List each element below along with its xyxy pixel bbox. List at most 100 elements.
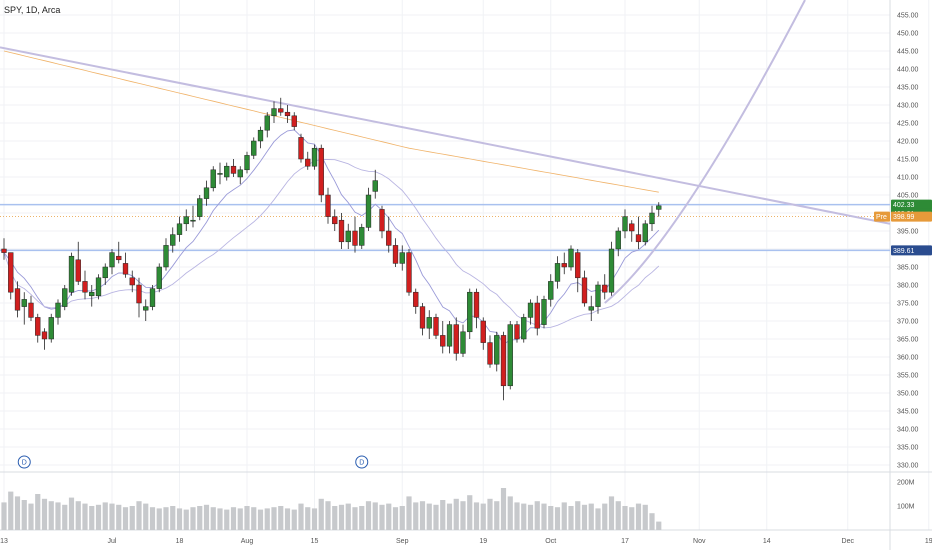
candle-body[interactable] [143, 306, 149, 311]
volume-bar[interactable] [359, 506, 365, 530]
volume-bar[interactable] [176, 508, 183, 530]
volume-bar[interactable] [102, 502, 108, 530]
volume-bar[interactable] [116, 504, 122, 530]
volume-bar[interactable] [298, 503, 304, 530]
volume-bar[interactable] [527, 504, 534, 530]
candle-body[interactable] [372, 180, 378, 192]
candle-body[interactable] [230, 165, 237, 174]
candle-body[interactable] [656, 205, 662, 210]
candle-body[interactable] [332, 216, 338, 225]
volume-bar[interactable] [14, 496, 21, 530]
dividend-marker-icon[interactable] [17, 455, 31, 469]
volume-bar[interactable] [271, 507, 277, 530]
downtrend-line[interactable] [0, 46, 891, 225]
candle-body[interactable] [48, 317, 54, 340]
candle-body[interactable] [554, 263, 561, 282]
candle-body[interactable] [413, 291, 419, 307]
candle-body[interactable] [116, 255, 122, 261]
volume-bar[interactable] [224, 509, 230, 530]
candle-body[interactable] [561, 263, 567, 268]
candle-body[interactable] [68, 255, 75, 293]
volume-bar[interactable] [581, 504, 588, 530]
volume-bar[interactable] [244, 506, 250, 530]
candle-body[interactable] [642, 223, 648, 243]
volume-bar[interactable] [372, 502, 378, 530]
candle-body[interactable] [352, 230, 358, 246]
candle-body[interactable] [365, 194, 372, 228]
volume-bar[interactable] [568, 506, 574, 530]
volume-bar[interactable] [257, 509, 264, 530]
candle-body[interactable] [467, 291, 473, 333]
candle-body[interactable] [460, 331, 466, 354]
candle-body[interactable] [224, 165, 230, 178]
volume-bar[interactable] [35, 494, 41, 530]
volume-bar[interactable] [1, 502, 7, 530]
volume-bar[interactable] [210, 507, 216, 530]
uptrend-curve[interactable] [604, 0, 806, 304]
candle-body[interactable] [588, 306, 594, 311]
volume-bar[interactable] [143, 503, 149, 530]
volume-bar[interactable] [318, 498, 324, 530]
volume-bar[interactable] [656, 521, 662, 530]
candle-body[interactable] [507, 324, 513, 387]
volume-bar[interactable] [419, 501, 426, 530]
volume-bar[interactable] [264, 508, 270, 530]
candle-body[interactable] [453, 324, 459, 354]
dividend-marker-icon[interactable] [355, 455, 369, 469]
volume-bar[interactable] [487, 498, 493, 530]
candle-body[interactable] [237, 169, 243, 178]
volume-bar[interactable] [534, 501, 540, 530]
candle-body[interactable] [581, 277, 588, 304]
candle-body[interactable] [136, 284, 142, 304]
volume-bar[interactable] [622, 506, 628, 530]
candle-body[interactable] [379, 209, 385, 232]
candle-body[interactable] [392, 245, 399, 264]
volume-bar[interactable] [642, 504, 648, 530]
candle-body[interactable] [514, 324, 520, 340]
volume-bar[interactable] [399, 506, 405, 530]
volume-bar[interactable] [190, 507, 196, 530]
candle-body[interactable] [433, 317, 439, 336]
volume-bar[interactable] [55, 502, 61, 530]
candle-body[interactable] [271, 108, 277, 117]
candle-body[interactable] [629, 223, 635, 232]
candle-body[interactable] [305, 158, 311, 167]
volume-bar[interactable] [183, 509, 189, 530]
candle-body[interactable] [426, 317, 432, 329]
candle-body[interactable] [21, 299, 27, 307]
candle-body[interactable] [446, 324, 453, 347]
volume-bar[interactable] [170, 506, 176, 530]
volume-bar[interactable] [365, 501, 372, 530]
candle-body[interactable] [35, 317, 41, 336]
candle-body[interactable] [345, 230, 351, 243]
volume-bar[interactable] [28, 503, 34, 530]
candle-body[interactable] [615, 230, 621, 250]
volume-bar[interactable] [109, 503, 115, 530]
volume-bar[interactable] [156, 508, 162, 530]
candle-body[interactable] [14, 288, 21, 311]
candle-body[interactable] [608, 248, 615, 293]
volume-bar[interactable] [480, 503, 486, 530]
candle-body[interactable] [473, 291, 480, 318]
volume-bar[interactable] [48, 501, 54, 530]
volume-bar[interactable] [392, 507, 399, 530]
volume-bar[interactable] [413, 502, 419, 530]
volume-bar[interactable] [82, 503, 88, 530]
volume-bar[interactable] [345, 503, 351, 530]
candle-body[interactable] [156, 266, 162, 289]
candle-body[interactable] [440, 335, 446, 347]
volume-bar[interactable] [507, 496, 513, 530]
candle-body[interactable] [278, 108, 284, 113]
candle-body[interactable] [190, 219, 196, 222]
volume-bar[interactable] [541, 503, 547, 530]
volume-bar[interactable] [136, 501, 142, 530]
volume-bar[interactable] [514, 502, 520, 530]
volume-bar[interactable] [649, 513, 655, 530]
volume-bar[interactable] [635, 503, 642, 530]
volume-bar[interactable] [284, 508, 291, 530]
candle-body[interactable] [386, 230, 392, 246]
candle-body[interactable] [1, 248, 7, 253]
candle-body[interactable] [575, 252, 581, 279]
candle-body[interactable] [487, 342, 493, 365]
